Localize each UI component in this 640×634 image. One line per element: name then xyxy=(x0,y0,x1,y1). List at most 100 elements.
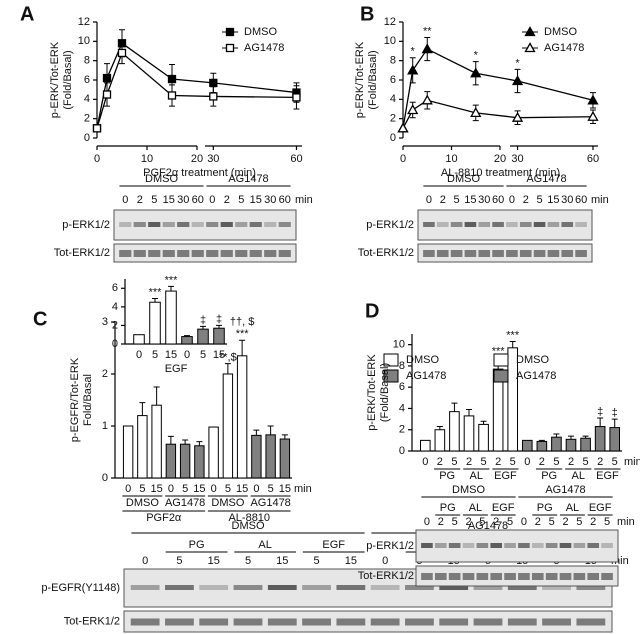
blot-band xyxy=(576,585,606,590)
lane-label: 5 xyxy=(245,555,251,567)
group-label: EGF xyxy=(596,470,619,482)
blot-row-label: Tot-ERK1/2 xyxy=(358,247,414,259)
lane-label: 30 xyxy=(264,194,276,206)
blot-band xyxy=(405,585,434,590)
blot-band xyxy=(601,573,613,580)
blot-band xyxy=(199,618,229,626)
blot-row-label: p-ERK1/2 xyxy=(366,540,414,552)
panel-label: C xyxy=(33,308,47,330)
legend-label: DMSO xyxy=(544,26,577,38)
blot-band xyxy=(561,222,574,227)
blot-band xyxy=(235,250,248,257)
x-tick-label: 5 xyxy=(481,456,487,468)
blot-band xyxy=(587,573,600,580)
blot-row-label: p-ERK1/2 xyxy=(62,219,110,231)
blot-band xyxy=(478,222,491,227)
group-label: PG xyxy=(541,470,557,482)
error-bar xyxy=(480,420,487,425)
legend-label: DMSO xyxy=(516,354,549,366)
x-tick-label: 2 xyxy=(539,456,545,468)
blot-band xyxy=(119,250,132,257)
blot-band xyxy=(507,618,537,626)
blot-band xyxy=(423,222,435,227)
y-axis-label: p-ERK/Tot-ERK xyxy=(354,41,366,118)
blot-subgroup: PG xyxy=(189,539,205,551)
y-tick-label: 0 xyxy=(112,338,118,350)
blot-panel xyxy=(113,209,297,241)
x-tick-label: 0 xyxy=(400,153,406,165)
blot-band xyxy=(492,250,504,257)
lane-label: 5 xyxy=(151,194,157,206)
blot-band xyxy=(506,222,518,227)
x-tick-label: 5 xyxy=(139,483,145,495)
y-axis-label: p-EGFR/Tot-ERK xyxy=(69,357,81,442)
blot-band xyxy=(119,222,132,227)
x-tick-label: 0 xyxy=(125,483,131,495)
panel-label: B xyxy=(360,3,374,25)
blot-band xyxy=(264,222,277,227)
annotation: * xyxy=(515,57,520,69)
bar xyxy=(236,355,248,479)
lane-label: 5 xyxy=(549,516,555,528)
blot-band xyxy=(533,250,546,257)
y-tick-label: 0 xyxy=(102,472,108,484)
y-tick-label: 2 xyxy=(399,424,405,436)
blot-band xyxy=(601,543,613,548)
lane-label: 30 xyxy=(561,194,573,206)
bar xyxy=(213,327,225,345)
marker xyxy=(225,43,235,53)
blot-band xyxy=(191,250,204,257)
x-tick-label: 15 xyxy=(151,483,163,495)
series-line xyxy=(402,99,593,129)
legend-label: AG1478 xyxy=(244,42,284,54)
lane-label: 30 xyxy=(478,194,490,206)
lane-label: 2 xyxy=(535,516,541,528)
error-bar xyxy=(253,429,260,436)
blot-band xyxy=(233,585,263,590)
blot-band xyxy=(490,543,503,548)
blot-band xyxy=(177,222,190,227)
bar xyxy=(463,415,475,452)
y-tick-label: 1 xyxy=(102,420,108,432)
blot-band xyxy=(542,618,571,626)
marker xyxy=(209,78,218,88)
y-tick-label: 12 xyxy=(78,16,90,28)
blot-band xyxy=(235,222,248,227)
lane-label: 0 xyxy=(521,516,527,528)
marker xyxy=(209,92,218,101)
blot-band xyxy=(421,543,433,548)
annotation: ‡ xyxy=(216,313,222,325)
x-tick-label: 5 xyxy=(510,456,516,468)
lane-label: 2 xyxy=(493,516,499,528)
lane-label: 0 xyxy=(122,194,128,206)
blot-band xyxy=(249,250,262,257)
blot-band xyxy=(506,250,518,257)
blot-band xyxy=(133,222,146,227)
blot-band xyxy=(421,573,433,580)
y-tick-label: 8 xyxy=(399,360,405,372)
blot-band xyxy=(531,543,544,548)
blot-band xyxy=(462,573,475,580)
x-tick-label: 2 xyxy=(437,456,443,468)
y-tick-label: 8 xyxy=(390,55,396,67)
error-bar xyxy=(239,339,246,356)
error-bar xyxy=(184,335,190,337)
lane-label: 5 xyxy=(454,194,460,206)
blot-band xyxy=(220,222,233,227)
blot-band xyxy=(504,573,516,580)
blot-band xyxy=(473,618,503,626)
x-tick-label: 5 xyxy=(553,456,559,468)
annotation: ‡ xyxy=(200,314,206,326)
lane-unit: min xyxy=(617,516,635,528)
blot-band xyxy=(448,543,461,548)
bar xyxy=(133,334,145,345)
lane-label: 15 xyxy=(464,194,476,206)
legend-label: AG1478 xyxy=(516,370,556,382)
blot-band xyxy=(434,573,447,580)
blot-group: AG1478 xyxy=(526,173,566,185)
y-axis-label: p-ERK/Tot-ERK xyxy=(49,41,61,118)
x-tick-label: 5 xyxy=(268,483,274,495)
marker xyxy=(167,91,177,100)
bar xyxy=(149,301,161,345)
group-label: AG1478 xyxy=(250,497,290,509)
